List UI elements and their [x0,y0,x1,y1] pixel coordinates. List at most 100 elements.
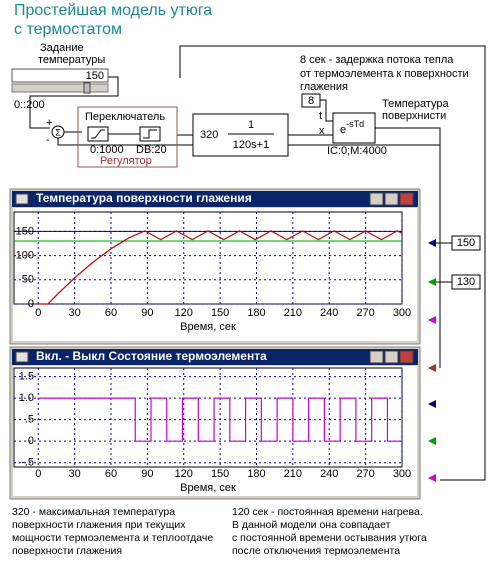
regulator-label: Регулятор [100,155,152,167]
port-label: x [319,125,325,137]
note-line: В данной модели она совпадает [232,519,391,531]
x-tick-label: 240 [320,468,338,480]
output-label: поверхнисти [382,110,446,122]
title-line: Простейшая модель утюга [14,2,212,19]
regulator-box [77,106,178,168]
window-button [384,192,399,206]
delay-block [332,112,376,144]
x-axis-label: Время, сек [180,482,236,494]
slider-thumb[interactable] [83,82,91,94]
y-tick-label: 50 [22,274,34,286]
x-tick-label: 0 [35,307,41,319]
switch-label: Переключатель [85,111,165,123]
setpoint-value[interactable]: 150 [86,70,104,82]
window-title: Температура поверхности глажения [36,191,252,205]
x-tick-label: 210 [284,307,302,319]
window-title: Вкл. - Выкл Состояние термоэлемента [36,349,267,363]
numerator: 1 [248,119,254,131]
window-icon [15,193,29,205]
note-line: 320 - максимальная температура [12,506,175,518]
x-tick-label: 120 [175,307,193,319]
deadband: DB:20 [136,144,167,156]
delay-expression: e-sTd [340,119,364,136]
delay-note: глажения [300,81,348,93]
denominator: 120s+1 [233,139,269,151]
transfer-block [192,113,289,157]
sum-symbol: Σ [55,127,61,137]
delay-base: e [340,124,346,136]
setpoint-label: Задание [40,42,84,54]
x-tick-label: 270 [356,468,374,480]
y-tick-label: .5 [25,414,34,426]
title-bar [12,191,418,207]
x-tick-label: 210 [284,468,302,480]
window-button [399,192,414,206]
title-line: с термостатом [14,21,122,38]
deadband-block [139,126,161,142]
const-value: 130 [457,276,475,288]
window-client [13,366,417,496]
note-line: поверхности глажения [12,545,122,557]
sum-sign: - [46,134,50,146]
const-block [451,274,481,290]
x-tick-label: 150 [211,307,229,319]
x-tick-label: 150 [211,468,229,480]
deadband-icon [143,129,157,139]
port-label: t [319,110,322,122]
x-tick-label: 60 [105,468,117,480]
window-button [369,192,384,206]
x-tick-label: 300 [393,307,411,319]
wires [29,45,486,481]
x-tick-label: 270 [356,307,374,319]
x-tick-label: 60 [105,307,117,319]
sum-block [51,125,65,139]
slider[interactable] [11,83,109,93]
window-button [369,350,384,364]
setpoint-input[interactable] [11,68,109,83]
switch-range: 0:1000 [90,144,124,156]
delay-note: от термоэлемента к поверхности [300,68,469,80]
y-tick-label: 0 [28,435,34,447]
const-value: 150 [457,237,475,249]
sum-sign: + [46,117,52,129]
y-tick-label: -.5 [21,457,34,469]
x-tick-label: 300 [393,468,411,480]
x-tick-label: 180 [247,307,265,319]
delay-note: 8 сек - задержка потока тепла [300,54,454,66]
window-client [13,208,417,341]
x-tick-label: 120 [175,468,193,480]
y-tick-label: 100 [16,249,34,261]
x-tick-label: 90 [141,307,153,319]
x-tick-label: 30 [69,307,81,319]
note-line: мощности термоэлемента и теплоотдаче [12,532,213,544]
input-arrows [428,239,436,482]
plot-frame [13,367,403,468]
note-line: с постоянной времени остывания утюга [232,532,427,544]
delay-time-block [301,93,321,108]
setpoint-label: температуры [38,54,105,66]
gain: 320 [200,129,218,141]
delay-time: 8 [308,95,314,107]
note-line: 120 сек - постоянная времени нагрева. [232,506,423,518]
delay-params: IC:0;M:4000 [327,145,387,157]
note-line: после отключения термоэлемента [232,545,400,557]
x-tick-label: 0 [35,468,41,480]
window-button [399,350,414,364]
y-tick-label: 1.0 [19,392,34,404]
const-block [451,235,481,251]
y-tick-label: 1.5 [19,371,34,383]
x-tick-label: 180 [247,468,265,480]
series-line [38,230,403,305]
x-axis-label: Время, сек [180,321,236,333]
x-tick-label: 240 [320,307,338,319]
output-label: Температура [382,98,450,110]
y-tick-label: 0 [28,298,34,310]
title-bar [12,349,418,365]
note-line: поверхности глажения при текущих [12,519,186,531]
series-line [38,397,402,442]
x-tick-label: 30 [69,468,81,480]
window-icon [15,351,29,363]
slider-range: 0::200 [14,99,45,111]
window-button [384,350,399,364]
